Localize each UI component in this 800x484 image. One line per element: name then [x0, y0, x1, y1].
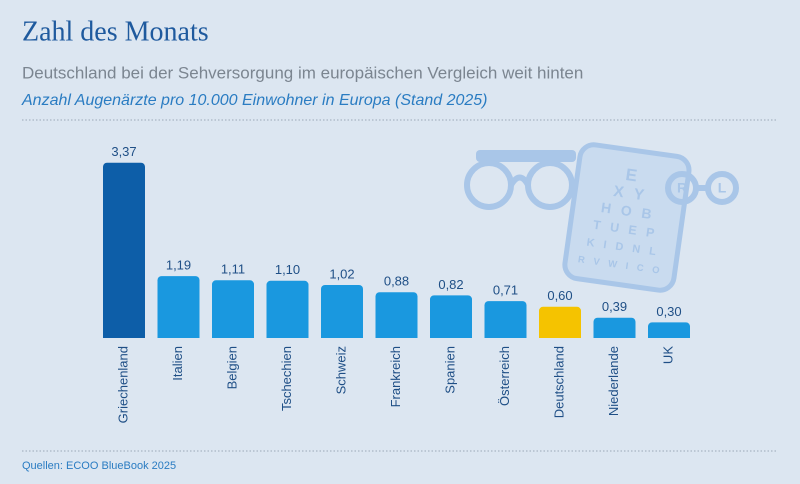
x-tick-label: Griechenland [115, 346, 130, 423]
bar-base [593, 334, 636, 338]
x-tick-label: Belgien [224, 346, 239, 389]
value-label: 1,02 [329, 266, 354, 281]
bar-base [266, 334, 309, 338]
x-tick-label: Tschechien [279, 346, 294, 411]
eye-chart-row: X Y [612, 183, 648, 205]
bar-base [212, 334, 254, 338]
value-label: 0,71 [493, 283, 518, 298]
bar [212, 280, 254, 338]
bar-base [430, 334, 472, 338]
bar [157, 276, 200, 338]
bar [375, 292, 418, 338]
value-label: 1,19 [166, 258, 191, 273]
bar-base [375, 334, 418, 338]
bar-base [157, 334, 200, 338]
bar-base [539, 334, 581, 338]
value-label: 0,60 [547, 288, 572, 303]
chart-title: Zahl des Monats [22, 16, 209, 47]
bar [593, 317, 636, 338]
value-label: 3,37 [111, 144, 136, 159]
bar-base [484, 334, 527, 338]
eye-chart-row: E [624, 165, 641, 186]
bar [539, 306, 581, 338]
x-tick-label: UK [660, 346, 675, 364]
caption: Anzahl Augenärzte pro 10.000 Einwohner i… [21, 92, 488, 109]
value-label: 0,82 [438, 277, 463, 292]
bar [266, 280, 309, 338]
source: Quellen: ECOO BlueBook 2025 [22, 460, 176, 472]
x-tick-label: Niederlande [606, 346, 621, 416]
bar [430, 295, 472, 338]
bar-base [648, 334, 690, 338]
bar [103, 162, 145, 338]
bar [484, 301, 527, 338]
x-tick-label: Spanien [442, 346, 457, 394]
lens-label: R [677, 180, 687, 196]
lens-label: L [718, 180, 727, 196]
value-label: 1,11 [221, 262, 245, 277]
bar-base [321, 334, 363, 338]
x-tick-label: Italien [170, 346, 185, 381]
bar [321, 284, 363, 338]
value-label: 1,10 [275, 262, 300, 277]
x-tick-label: Schweiz [333, 346, 348, 394]
eye-chart-row: H O B [600, 199, 656, 222]
x-tick-label: Deutschland [551, 346, 566, 418]
bar-base [103, 334, 145, 338]
subtitle: Deutschland bei der Sehversorgung im eur… [22, 63, 583, 82]
x-tick-label: Österreich [497, 346, 512, 406]
value-label: 0,88 [384, 274, 409, 289]
value-label: 0,30 [656, 304, 681, 319]
x-tick-label: Frankreich [388, 346, 403, 407]
illustration: EX YH O BT U E PK I D N LR V W I C OR L [464, 142, 739, 293]
value-label: 0,39 [602, 299, 627, 314]
